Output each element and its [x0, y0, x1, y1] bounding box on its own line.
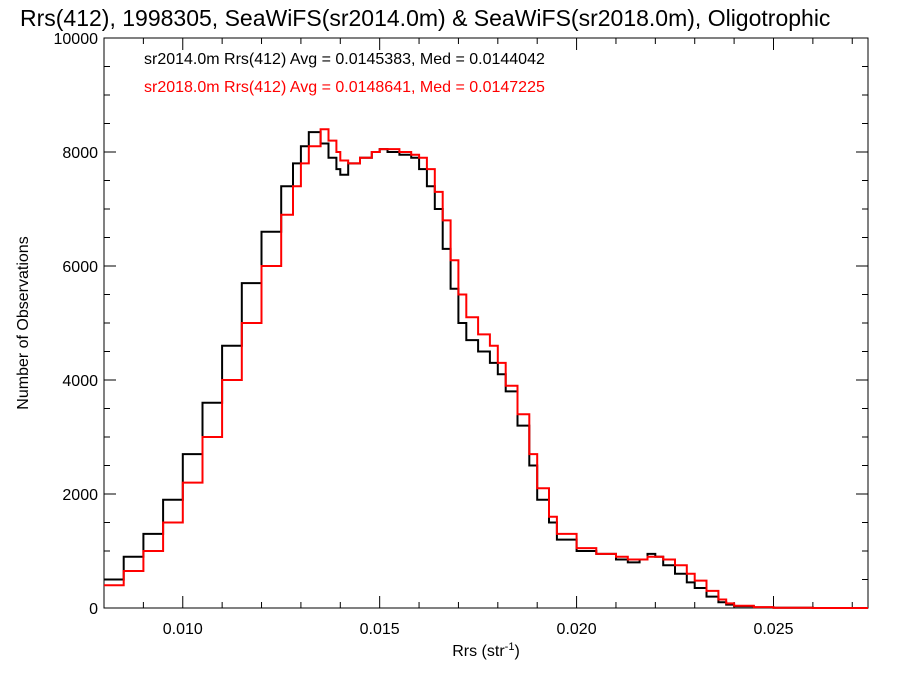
chart-title: Rrs(412), 1998305, SeaWiFS(sr2014.0m) & … — [20, 5, 830, 31]
x-tick-label: 0.010 — [163, 621, 203, 638]
x-tick-label: 0.015 — [360, 621, 400, 638]
y-tick-label: 10000 — [54, 31, 99, 48]
y-tick-label: 0 — [89, 601, 98, 618]
series-line-1 — [104, 128, 868, 609]
x-axis-label-main: Rrs (str — [452, 643, 505, 660]
x-axis: 0.010 0.015 0.020 0.025 — [142, 38, 853, 638]
legend-entry-sr2018: sr2018.0m Rrs(412) Avg = 0.0148641, Med … — [144, 79, 545, 96]
y-axis-label: Number of Observations — [15, 236, 32, 409]
x-axis-label-close: ) — [514, 643, 519, 660]
y-axis: 0 2000 4000 6000 8000 10000 — [54, 31, 868, 618]
legend-entry-sr2014: sr2014.0m Rrs(412) Avg = 0.0145383, Med … — [144, 51, 545, 68]
y-tick-label: 8000 — [62, 145, 98, 162]
series-layer — [104, 128, 868, 609]
plot-frame — [103, 37, 869, 609]
x-axis-label: Rrs (str-1) — [452, 641, 520, 660]
y-tick-label: 2000 — [62, 487, 98, 504]
series-line-0 — [104, 131, 868, 609]
x-tick-label: 0.020 — [557, 621, 597, 638]
y-tick-label: 4000 — [62, 373, 98, 390]
x-axis-label-sup: -1 — [505, 641, 515, 653]
y-tick-label: 6000 — [62, 259, 98, 276]
x-tick-label: 0.025 — [753, 621, 793, 638]
